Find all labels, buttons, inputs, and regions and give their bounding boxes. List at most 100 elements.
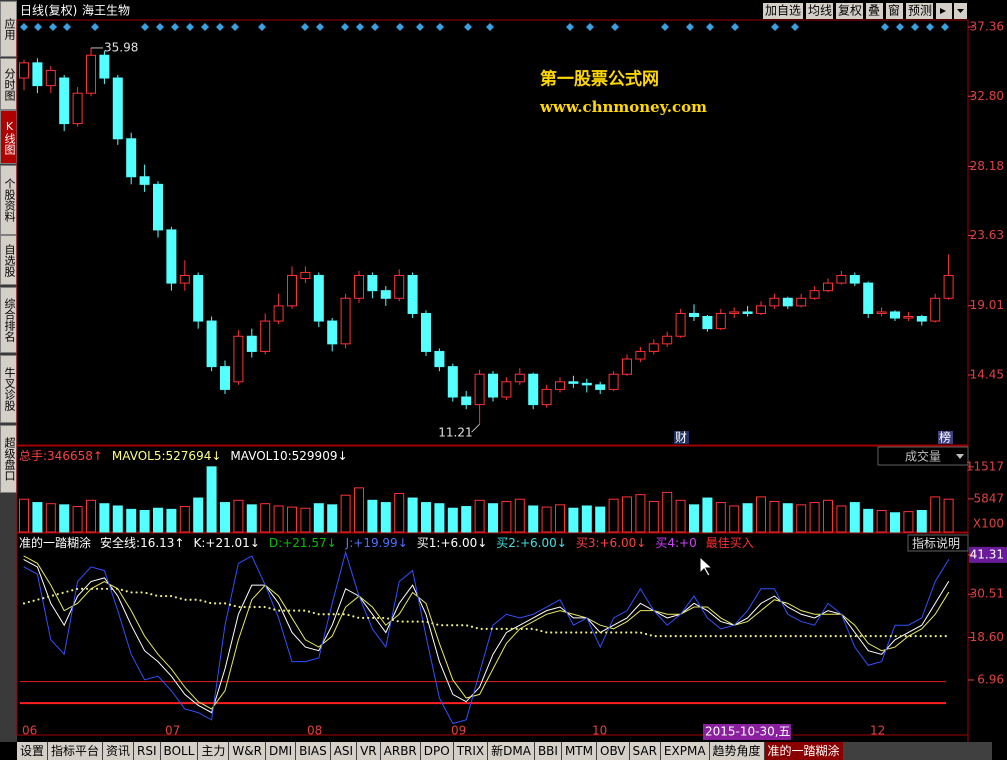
volume-bar	[153, 507, 163, 533]
event-marker[interactable]	[938, 431, 953, 444]
tab[interactable]: ARBR	[380, 742, 420, 760]
tab[interactable]: MTM	[561, 742, 596, 760]
event-marker[interactable]	[674, 431, 689, 444]
watermark: www.chnmoney.com	[539, 98, 707, 116]
tab[interactable]: OBV	[597, 742, 629, 760]
tab[interactable]: VR	[357, 742, 380, 760]
tab[interactable]: 趋势角度	[709, 742, 764, 760]
x-tick-label: 06	[22, 724, 37, 738]
toolbar-button[interactable]	[886, 3, 903, 19]
candle-body	[220, 366, 230, 390]
candle-body	[421, 312, 431, 352]
tab[interactable]: RSI	[134, 742, 160, 760]
header-label: D:	[269, 536, 282, 550]
candle-body	[99, 54, 110, 79]
panel-name: 成交量	[905, 449, 941, 464]
toolbar-label: 加自选	[765, 4, 801, 18]
side-tab[interactable]: 牛叉诊股	[0, 355, 17, 423]
tab[interactable]: 主力	[198, 742, 229, 760]
candle-body	[501, 381, 512, 398]
candle-body	[608, 373, 619, 390]
signal-diamond	[941, 23, 949, 31]
toolbar-label: 窗	[888, 4, 900, 18]
candle-body	[166, 229, 177, 284]
candle-body	[702, 315, 713, 330]
tab[interactable]: BBI	[534, 742, 561, 760]
tab[interactable]: 资讯	[103, 742, 134, 760]
tab[interactable]: BIAS	[296, 742, 330, 760]
header-label: 最佳买入	[706, 536, 754, 550]
header-arrow: ↑	[174, 536, 184, 550]
tab[interactable]: 新DMA	[488, 742, 534, 760]
signal-diamond	[706, 23, 714, 31]
panel-select[interactable]	[877, 446, 969, 466]
volume-bar	[648, 500, 659, 533]
help-button[interactable]	[907, 534, 969, 552]
sidebar: 应用 分时图 K线图 个股资料 自选股 综合排名 牛叉诊股 超级盘口	[0, 0, 17, 742]
header-label: 买1:	[417, 536, 441, 550]
toolbar-button[interactable]	[763, 3, 803, 19]
toolbar-label: 预测	[908, 4, 932, 18]
volume-bar	[809, 502, 820, 533]
signal-diamond	[731, 23, 739, 31]
toolbar-button[interactable]	[906, 3, 933, 19]
tab[interactable]: SAR	[629, 742, 660, 760]
y-tick-label: 18.60	[970, 630, 1004, 644]
signal-diamond	[396, 23, 404, 31]
volume-bar	[849, 502, 860, 533]
tab[interactable]: 准的一踏糊涂	[764, 742, 843, 760]
tab[interactable]: EXPMA	[660, 742, 709, 760]
signal-diamond	[371, 23, 379, 31]
header-label: 总手:	[19, 449, 47, 463]
candle-body	[622, 358, 632, 375]
tab[interactable]: W&R	[229, 742, 265, 760]
side-tab[interactable]: 自选股	[0, 235, 17, 285]
tab[interactable]: TRIX	[453, 742, 488, 760]
header-value: 16.13	[140, 536, 174, 550]
volume-bar	[447, 507, 458, 533]
volume-bar	[863, 508, 874, 533]
candle-body	[394, 274, 405, 299]
volume-bar	[59, 504, 70, 533]
signal-diamond	[566, 23, 574, 31]
candle-body	[434, 350, 445, 368]
volume-bar	[394, 493, 405, 533]
indicator-panel	[16, 532, 969, 736]
signal-diamond	[20, 23, 28, 31]
volume-bar	[99, 503, 110, 533]
header-label: MAVOL5:	[112, 449, 166, 463]
candle-body	[313, 274, 324, 322]
y-tick-label: 23.63	[970, 228, 1004, 242]
tab[interactable]: 设置	[17, 742, 48, 760]
tab[interactable]: ASI	[330, 742, 357, 760]
candle-body	[689, 312, 699, 317]
volume-bar	[327, 504, 338, 533]
candle-body	[407, 274, 418, 314]
header-arrow: ↓	[477, 536, 487, 550]
tab[interactable]: 指标平台	[48, 742, 103, 760]
tab[interactable]: DPO	[420, 742, 453, 760]
y-tick-label: 30.51	[970, 587, 1004, 601]
volume-bar	[246, 504, 257, 533]
header-label: MAVOL10:	[230, 449, 291, 463]
tab[interactable]: BOLL	[160, 742, 198, 760]
candle-body	[19, 62, 29, 79]
tab[interactable]: DMI	[265, 742, 296, 760]
candle-body	[863, 282, 874, 314]
side-tab[interactable]: 个股资料	[0, 165, 17, 235]
candle-body	[273, 305, 284, 322]
signal-diamond	[661, 23, 669, 31]
volume-bar	[86, 499, 96, 533]
y-tick-label: 28.18	[970, 159, 1004, 173]
volume-bar	[568, 507, 579, 533]
period: 日线(复权)	[20, 4, 77, 18]
signal-diamond	[771, 23, 779, 31]
toolbar-button[interactable]	[836, 3, 863, 19]
volume-bar	[72, 506, 83, 533]
toolbar-button[interactable]	[866, 3, 883, 19]
candle-body	[568, 381, 579, 384]
volume-bar	[461, 506, 472, 533]
header-arrow: ↓	[211, 449, 221, 463]
toolbar-button[interactable]	[806, 3, 833, 19]
candle-body	[193, 274, 204, 322]
